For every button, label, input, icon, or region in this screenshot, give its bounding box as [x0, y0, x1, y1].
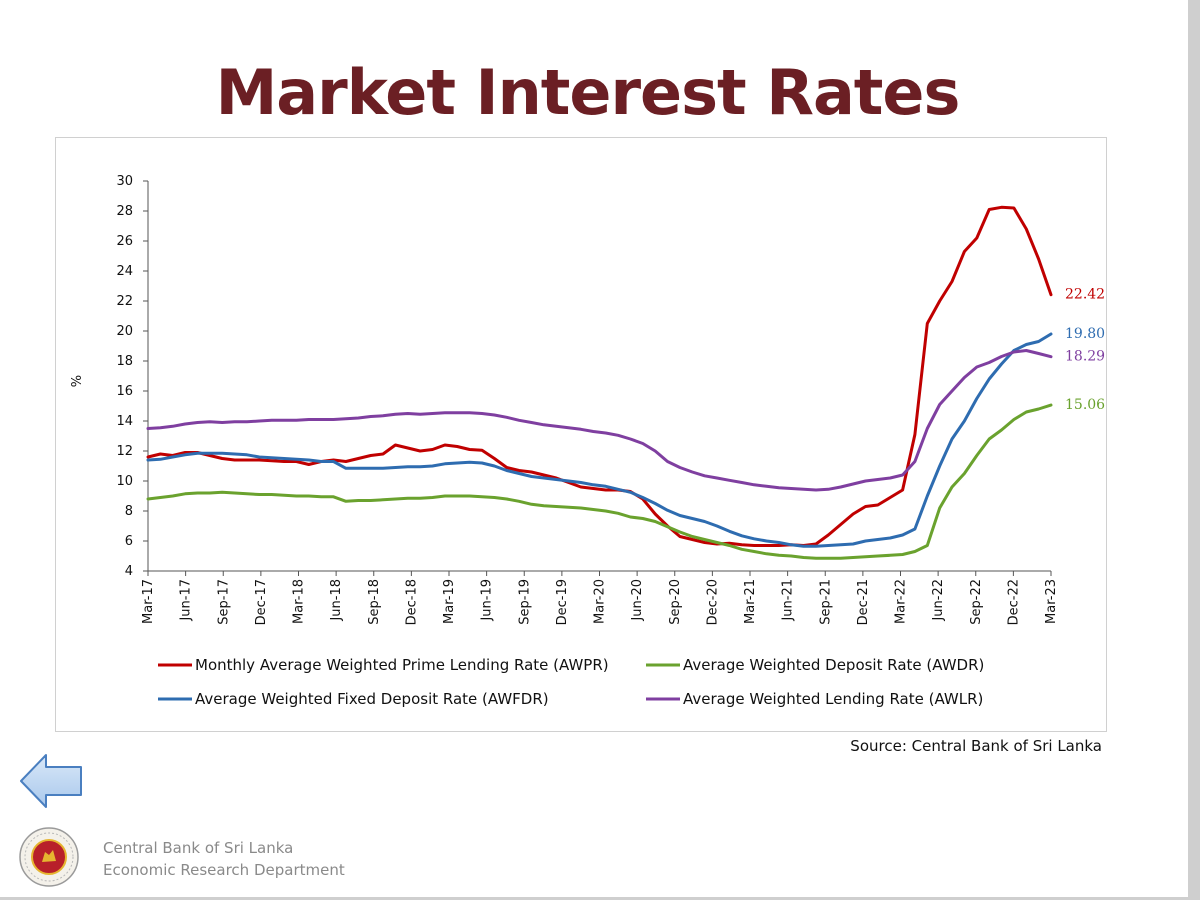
x-tick-label: Sep-21 — [818, 579, 833, 625]
org-department: Economic Research Department — [103, 861, 345, 879]
y-tick-label: 4 — [125, 564, 133, 579]
y-tick-label: 26 — [116, 234, 133, 249]
x-tick-label: Jun-22 — [931, 579, 946, 622]
x-tick-label: Mar-17 — [141, 579, 156, 624]
x-tick-label: Sep-22 — [969, 579, 984, 625]
y-tick-label: 22 — [116, 294, 133, 309]
page-title: Market Interest Rates — [215, 56, 961, 129]
y-tick-label: 18 — [116, 354, 133, 369]
y-tick-label: 28 — [116, 204, 133, 219]
x-tick-label: Mar-23 — [1044, 579, 1059, 624]
x-tick-label: Dec-18 — [404, 579, 419, 625]
series-line-0 — [146, 205, 1053, 547]
series-line-3 — [146, 349, 1053, 492]
org-name: Central Bank of Sri Lanka — [103, 839, 294, 857]
y-tick-label: 30 — [116, 174, 133, 189]
x-tick-label: Sep-18 — [367, 579, 382, 625]
y-tick-label: 16 — [116, 384, 133, 399]
line-chart: 4 6 8 10 12 14 16 18 20 22 24 26 28 30% Mar-17 Jun-17 Se… — [70, 174, 1105, 708]
x-tick-label: Dec-20 — [705, 579, 720, 625]
y-tick-label: 24 — [116, 264, 133, 279]
end-value-label: 18.29 — [1065, 349, 1105, 365]
x-tick-label: Mar-22 — [894, 579, 909, 624]
x-tick-label: Mar-19 — [442, 579, 457, 624]
x-tick-label: Mar-21 — [743, 579, 758, 624]
legend-label: Monthly Average Weighted Prime Lending R… — [195, 656, 609, 674]
x-tick-label: Jun-17 — [179, 579, 194, 622]
y-axis-label: % — [70, 375, 85, 387]
end-value-label: 15.06 — [1065, 397, 1105, 413]
legend-label: Average Weighted Deposit Rate (AWDR) — [683, 656, 984, 674]
x-tick-label: Jun-18 — [329, 579, 344, 622]
x-tick-label: Dec-21 — [856, 579, 871, 625]
x-tick-label: Mar-18 — [292, 579, 307, 624]
y-tick-label: 14 — [116, 414, 133, 429]
x-tick-label: Dec-22 — [1006, 579, 1021, 625]
x-tick-label: Jun-20 — [630, 579, 645, 622]
end-value-label: 19.80 — [1065, 326, 1105, 342]
source-note: Source: Central Bank of Sri Lanka — [850, 737, 1102, 755]
cbsl-seal-icon — [19, 827, 79, 887]
series-line-1 — [146, 403, 1053, 560]
y-tick-label: 12 — [116, 444, 133, 459]
y-tick-label: 8 — [125, 504, 133, 519]
y-tick-label: 6 — [125, 534, 133, 549]
legend-label: Average Weighted Fixed Deposit Rate (AWF… — [195, 690, 549, 708]
org-info: Central Bank of Sri Lanka Economic Resea… — [103, 837, 345, 881]
x-tick-label: Jun-19 — [480, 579, 495, 622]
page-edge-bottom — [0, 897, 1200, 900]
x-tick-label: Jun-21 — [781, 579, 796, 622]
page-edge-right — [1188, 0, 1200, 900]
y-tick-label: 20 — [116, 324, 133, 339]
legend-label: Average Weighted Lending Rate (AWLR) — [683, 690, 983, 708]
series-line-2 — [146, 332, 1053, 548]
x-tick-label: Sep-17 — [216, 579, 231, 625]
x-tick-label: Mar-20 — [593, 579, 608, 624]
left-arrow-icon[interactable] — [18, 752, 84, 810]
chart-area: 4 6 8 10 12 14 16 18 20 22 24 26 28 30% Mar-17 Jun-17 Se… — [55, 137, 1107, 732]
x-tick-label: Sep-19 — [517, 579, 532, 625]
y-tick-label: 10 — [116, 474, 133, 489]
x-tick-label: Dec-19 — [555, 579, 570, 625]
x-tick-label: Dec-17 — [254, 579, 269, 625]
end-value-label: 22.42 — [1065, 287, 1105, 303]
x-tick-label: Sep-20 — [668, 579, 683, 625]
